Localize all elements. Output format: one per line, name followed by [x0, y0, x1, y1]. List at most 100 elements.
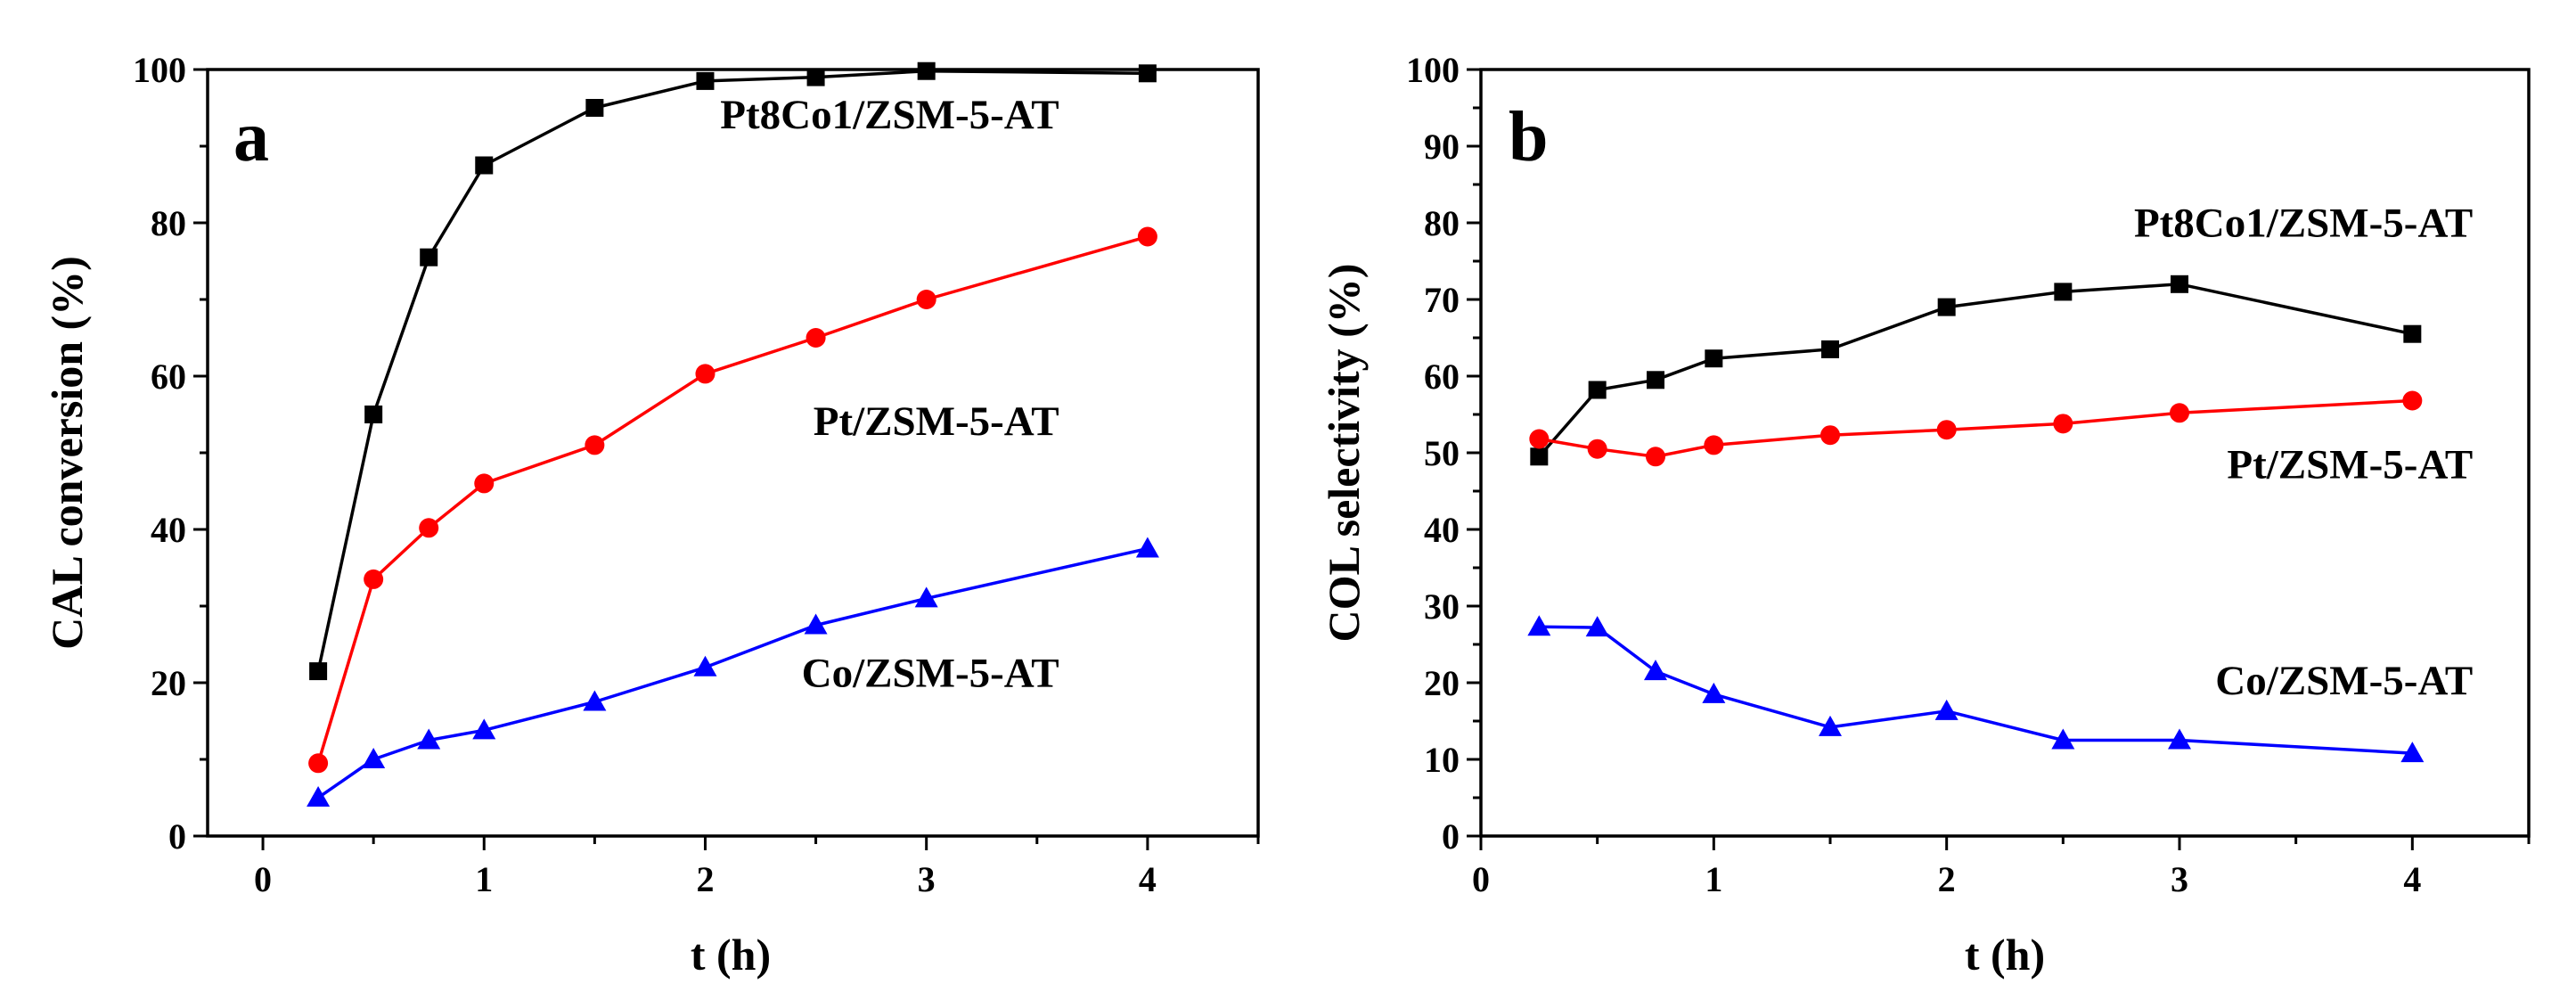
- data-point-square: [696, 71, 715, 90]
- y-tick-label: 40: [1424, 510, 1460, 550]
- data-point-circle: [2053, 414, 2073, 434]
- data-point-square: [1588, 381, 1607, 399]
- data-point-square: [1705, 349, 1723, 368]
- data-point-circle: [1137, 226, 1157, 247]
- y-tick-label: 90: [1424, 127, 1460, 167]
- panel-label: b: [1509, 98, 1549, 176]
- data-point-circle: [806, 328, 826, 348]
- data-point-square: [420, 248, 438, 266]
- series-1: Pt/ZSM-5-AT: [1529, 390, 2473, 488]
- data-point-square: [585, 99, 604, 117]
- data-point-square: [806, 68, 825, 86]
- series-annotation: Pt/ZSM-5-AT: [2227, 441, 2473, 488]
- data-point-square: [1647, 371, 1664, 389]
- data-point-triangle: [693, 655, 717, 676]
- data-point-triangle: [1644, 660, 1667, 681]
- y-tick-label: 60: [1424, 357, 1460, 397]
- y-tick-label: 80: [1424, 203, 1460, 243]
- x-tick-label: 3: [918, 859, 936, 899]
- data-point-circle: [2170, 403, 2189, 423]
- data-point-triangle: [2400, 742, 2425, 763]
- data-point-triangle: [1934, 699, 1959, 720]
- y-tick-label: 0: [1442, 816, 1460, 857]
- y-axis-title: CAL conversion (%): [42, 256, 92, 650]
- data-point-triangle: [472, 718, 496, 740]
- data-point-square: [475, 156, 494, 175]
- data-point-circle: [364, 569, 384, 589]
- y-tick-label: 50: [1424, 433, 1460, 473]
- series-annotation: Pt/ZSM-5-AT: [814, 398, 1059, 445]
- y-tick-label: 30: [1424, 586, 1460, 627]
- data-point-square: [2403, 324, 2422, 343]
- data-point-circle: [1587, 439, 1607, 459]
- data-point-triangle: [1527, 615, 1551, 636]
- x-tick-label: 2: [1938, 859, 1956, 899]
- series-0: Pt8Co1/ZSM-5-AT: [1530, 200, 2473, 466]
- data-point-square: [1821, 340, 1839, 358]
- series-annotation: Pt8Co1/ZSM-5-AT: [2134, 200, 2473, 246]
- x-tick-label: 1: [475, 859, 493, 899]
- x-tick-label: 4: [1139, 859, 1157, 899]
- series-2: Co/ZSM-5-AT: [307, 537, 1159, 807]
- y-tick-label: 40: [151, 510, 186, 550]
- data-point-circle: [1529, 429, 1550, 449]
- panel-label: a: [233, 98, 269, 176]
- y-tick-label: 100: [1406, 50, 1460, 90]
- y-tick-label: 20: [1424, 663, 1460, 703]
- y-tick-label: 20: [151, 663, 186, 703]
- x-tick-label: 2: [696, 859, 714, 899]
- data-point-square: [1530, 447, 1549, 466]
- data-point-triangle: [2168, 728, 2191, 750]
- data-point-circle: [308, 753, 329, 774]
- x-tick-label: 4: [2403, 859, 2421, 899]
- x-tick-label: 0: [254, 859, 272, 899]
- data-point-triangle: [362, 748, 386, 768]
- y-tick-label: 100: [133, 50, 186, 90]
- y-tick-label: 0: [168, 816, 186, 857]
- x-tick-label: 0: [1472, 859, 1490, 899]
- data-point-triangle: [417, 728, 441, 750]
- data-point-triangle: [1585, 616, 1609, 637]
- x-axis-title: t (h): [691, 930, 771, 980]
- data-point-circle: [2402, 390, 2423, 411]
- data-point-circle: [1646, 447, 1665, 467]
- series-line: [316, 69, 1148, 672]
- data-point-triangle: [914, 586, 938, 608]
- series-annotation: Co/ZSM-5-AT: [2215, 658, 2473, 704]
- data-point-triangle: [1702, 682, 1726, 703]
- data-point-triangle: [583, 690, 607, 711]
- data-point-square: [1937, 298, 1956, 316]
- data-point-triangle: [1819, 715, 1842, 736]
- data-point-circle: [695, 364, 716, 384]
- series-line: [1538, 283, 2413, 458]
- data-point-triangle: [1135, 537, 1159, 558]
- data-point-square: [917, 61, 936, 80]
- y-tick-label: 80: [151, 203, 186, 243]
- series-1: Pt/ZSM-5-AT: [308, 226, 1157, 774]
- data-point-triangle: [2051, 728, 2075, 750]
- series-annotation: Co/ZSM-5-AT: [802, 650, 1059, 696]
- y-tick-label: 10: [1424, 740, 1460, 780]
- x-tick-label: 3: [2171, 859, 2188, 899]
- data-point-circle: [916, 290, 936, 309]
- data-point-square: [364, 406, 383, 423]
- data-point-triangle: [804, 613, 828, 635]
- y-tick-label: 60: [151, 357, 186, 397]
- data-point-circle: [1704, 435, 1724, 455]
- x-axis-title: t (h): [1965, 930, 2045, 980]
- series-annotation: Pt8Co1/ZSM-5-AT: [720, 92, 1059, 138]
- data-point-circle: [474, 473, 495, 494]
- data-point-triangle: [307, 786, 331, 807]
- y-tick-label: 70: [1424, 280, 1460, 320]
- data-point-square: [1138, 64, 1157, 83]
- data-point-square: [2171, 275, 2188, 293]
- data-point-square: [2054, 283, 2073, 301]
- data-point-circle: [1936, 420, 1957, 440]
- series-2: Co/ZSM-5-AT: [1527, 615, 2473, 763]
- series-0: Pt8Co1/ZSM-5-AT: [309, 61, 1157, 681]
- data-point-circle: [419, 518, 439, 538]
- y-axis-title: COL selectivity (%): [1319, 264, 1369, 643]
- data-point-circle: [585, 435, 605, 455]
